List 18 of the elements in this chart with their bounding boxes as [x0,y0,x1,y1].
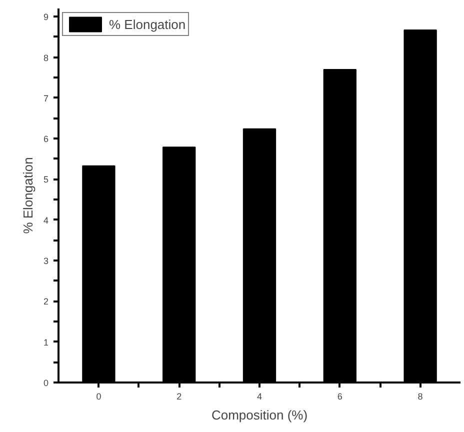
x-tick-label: 0 [96,392,102,402]
y-tick-label: 6 [43,134,49,144]
y-tick-label: 5 [43,174,49,185]
y-tick-label: 2 [43,296,49,307]
legend-label: % Elongation [109,16,186,32]
x-tick-label: 6 [337,392,342,402]
x-tick-label: 2 [176,392,182,402]
x-tick-label: 8 [418,392,423,402]
y-tick-label: 1 [43,337,49,348]
y-tick-label: 4 [43,215,49,226]
y-tick-label: 8 [43,52,49,63]
y-tick-label: 9 [43,12,49,22]
y-tick-label: 0 [43,378,49,388]
y-tick-label: 7 [43,93,49,104]
y-axis-title: % Elongation [20,157,36,234]
x-axis-title: Composition (%) [211,408,308,422]
y-tick-label: 3 [43,256,49,266]
x-tick-label: 4 [256,392,262,402]
